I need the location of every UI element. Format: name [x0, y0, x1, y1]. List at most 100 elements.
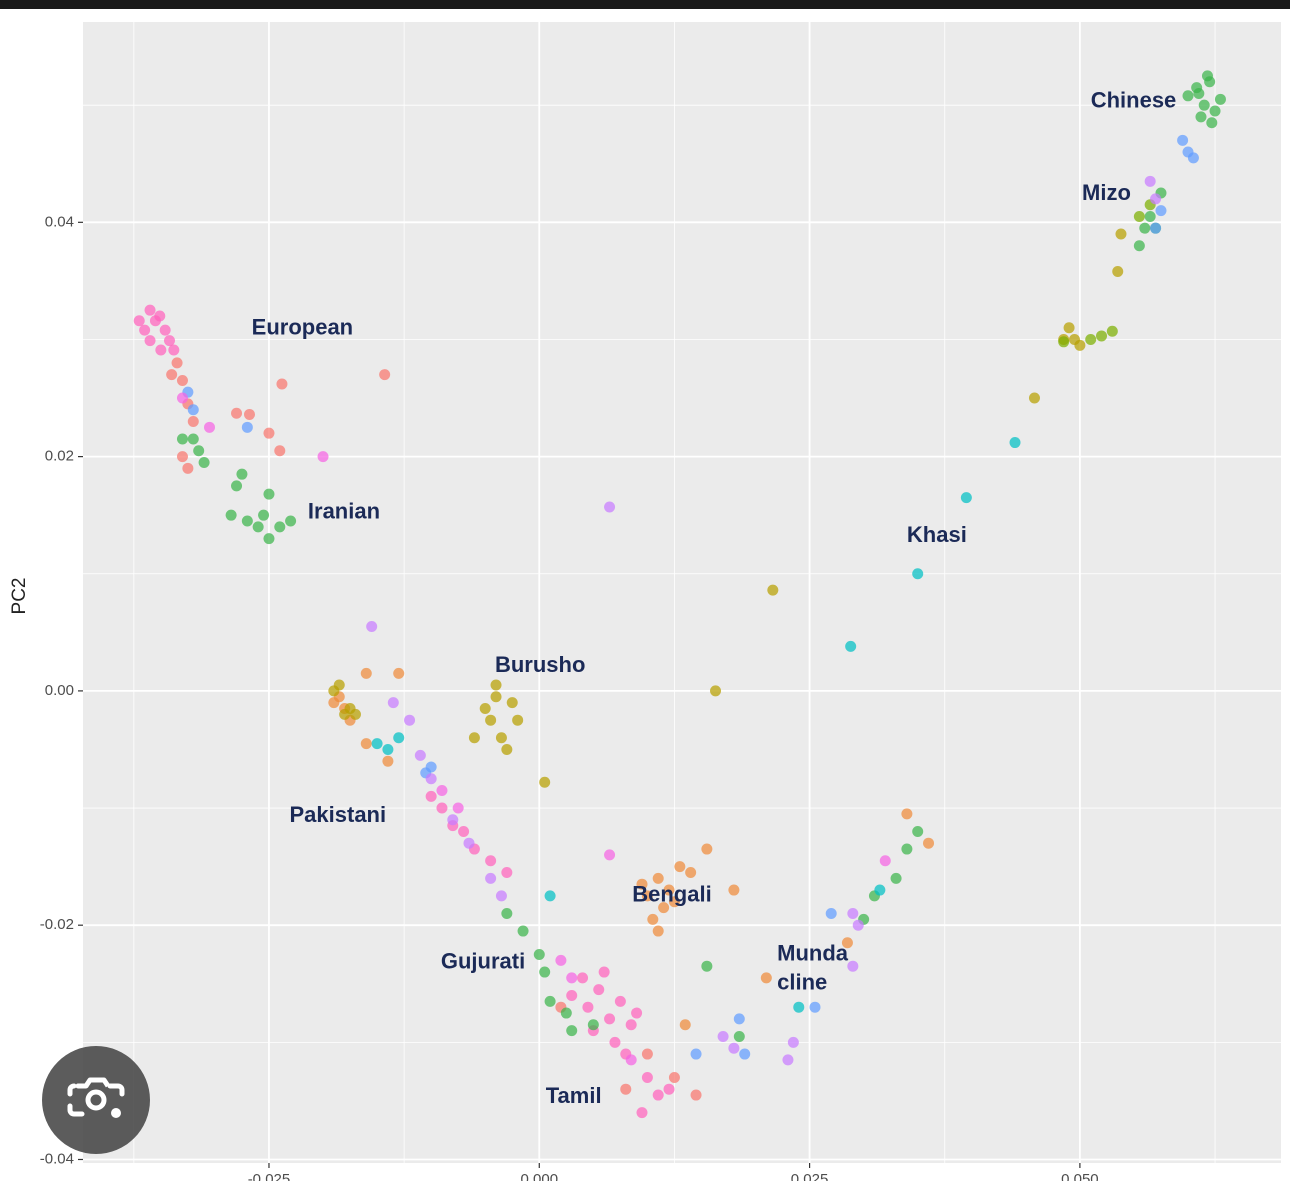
point	[506, 697, 518, 709]
point	[1150, 193, 1162, 205]
point	[198, 456, 210, 468]
point	[387, 697, 399, 709]
point	[609, 1036, 621, 1048]
annotation: Chinese	[1091, 87, 1177, 112]
point	[701, 960, 713, 972]
point	[414, 749, 426, 761]
point	[663, 1083, 675, 1095]
plot-background	[83, 22, 1281, 1163]
point	[604, 501, 616, 513]
point	[787, 1036, 799, 1048]
point	[1191, 82, 1203, 94]
status-bar	[0, 0, 1290, 9]
point	[912, 825, 924, 837]
annotation: Iranian	[308, 499, 380, 524]
points	[133, 70, 1226, 1119]
point	[1139, 222, 1151, 234]
lens-eye	[85, 1089, 107, 1111]
point	[479, 702, 491, 714]
point	[593, 984, 605, 996]
point	[252, 521, 264, 533]
labels: European Iranian Burusho Pakistani Bengali Gu…	[252, 87, 1177, 1108]
point	[241, 421, 253, 433]
point	[258, 509, 270, 521]
point	[582, 1001, 594, 1013]
annotation: European	[252, 315, 353, 340]
point	[382, 743, 394, 755]
point	[241, 515, 253, 527]
point	[539, 966, 551, 978]
annotation: cline	[777, 969, 827, 994]
point	[728, 884, 740, 896]
point	[468, 732, 480, 744]
point	[845, 640, 857, 652]
point	[379, 369, 391, 381]
lens-circle[interactable]	[42, 1046, 150, 1154]
point	[176, 392, 188, 404]
point	[349, 708, 361, 720]
point	[690, 1089, 702, 1101]
point	[501, 907, 513, 919]
point	[923, 837, 935, 849]
y-tick-label: 0.02	[45, 448, 74, 465]
point	[236, 468, 248, 480]
point	[560, 1007, 572, 1019]
point	[647, 913, 659, 925]
x-tick-label: -0.025	[248, 1171, 291, 1181]
point	[652, 925, 664, 937]
lens-dot	[111, 1108, 121, 1118]
point	[1106, 325, 1118, 337]
lens-button[interactable]	[42, 1046, 150, 1154]
point	[739, 1048, 751, 1060]
point	[1133, 240, 1145, 252]
point	[176, 451, 188, 463]
y-tick-label: 0.00	[45, 682, 74, 699]
point	[231, 480, 243, 492]
point	[204, 421, 216, 433]
point	[912, 568, 924, 580]
point	[144, 335, 156, 347]
point	[1209, 105, 1221, 117]
point	[566, 1025, 578, 1037]
point	[901, 843, 913, 855]
point	[163, 335, 175, 347]
point	[539, 776, 551, 788]
point	[652, 1089, 664, 1101]
point	[512, 714, 524, 726]
point	[566, 972, 578, 984]
point	[490, 691, 502, 703]
point	[847, 907, 859, 919]
point	[187, 404, 199, 416]
point	[1187, 152, 1199, 164]
point	[1085, 333, 1097, 345]
point	[187, 415, 199, 427]
point	[225, 509, 237, 521]
point	[404, 714, 416, 726]
point	[533, 948, 545, 960]
point	[276, 378, 288, 390]
x-tick-label: 0.050	[1061, 1171, 1099, 1181]
point	[1063, 322, 1075, 334]
point	[879, 855, 891, 867]
point	[517, 925, 529, 937]
point	[490, 679, 502, 691]
point	[587, 1019, 599, 1031]
point	[328, 685, 340, 697]
point	[679, 1019, 691, 1031]
y-tick-label: -0.02	[40, 916, 74, 933]
point	[436, 784, 448, 796]
point	[1182, 90, 1194, 102]
point	[566, 989, 578, 1001]
point	[485, 714, 497, 726]
point	[1058, 336, 1070, 348]
point	[636, 1107, 648, 1119]
point	[614, 995, 626, 1007]
point	[604, 849, 616, 861]
point	[1133, 210, 1145, 222]
point	[495, 890, 507, 902]
annotation: Burusho	[495, 652, 585, 677]
grid	[83, 22, 1281, 1163]
point	[263, 488, 275, 500]
